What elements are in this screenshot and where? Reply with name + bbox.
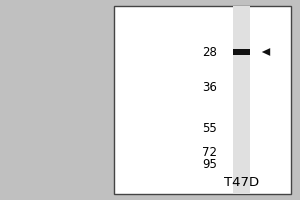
Bar [114,6,291,194]
Bar [232,6,250,194]
Text: T47D: T47D [224,176,259,188]
Text: 36: 36 [202,81,217,94]
Text: 55: 55 [202,121,217,134]
Polygon shape [262,48,270,56]
Text: 28: 28 [202,46,217,58]
Text: 95: 95 [202,158,217,170]
Bar [232,49,250,55]
Text: 72: 72 [202,146,217,158]
